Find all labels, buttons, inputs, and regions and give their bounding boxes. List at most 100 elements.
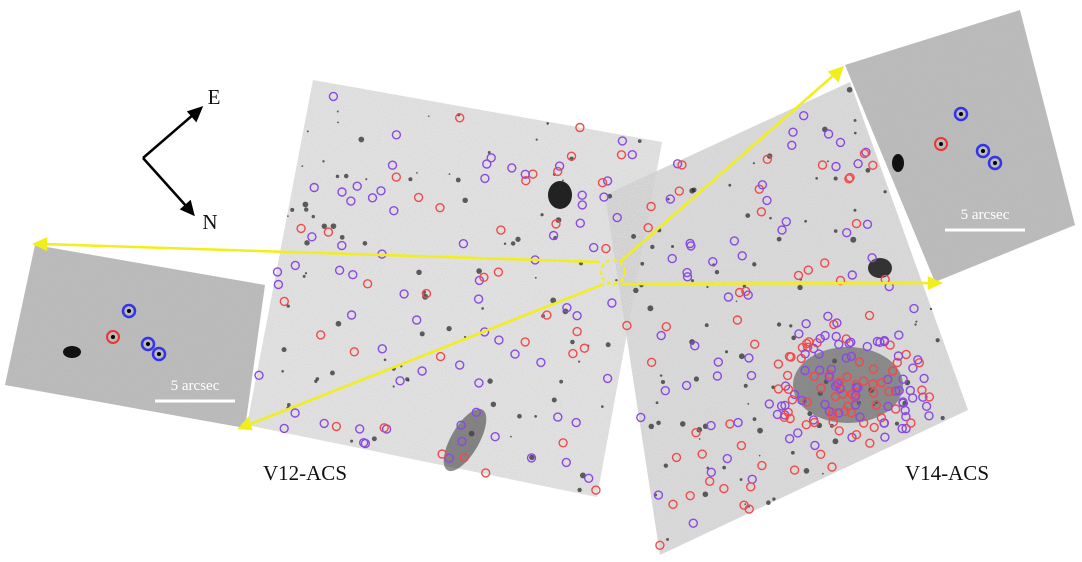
source-marker (737, 251, 747, 261)
source (752, 262, 757, 267)
source-marker (831, 161, 841, 172)
source (640, 261, 645, 266)
source-marker (473, 294, 484, 304)
source (481, 307, 484, 310)
source-marker (389, 205, 399, 216)
source (302, 201, 309, 208)
source-marker (323, 227, 334, 237)
source (322, 160, 325, 163)
source (358, 136, 365, 143)
source-marker (862, 341, 872, 352)
source-marker (456, 420, 466, 430)
source (416, 172, 418, 174)
source-marker (391, 172, 401, 182)
source (335, 320, 342, 327)
source (853, 118, 857, 122)
source (935, 338, 940, 343)
source-marker (309, 182, 319, 193)
source (637, 139, 642, 143)
source-marker (921, 401, 932, 411)
source-marker (789, 465, 800, 475)
star (868, 258, 892, 278)
source (850, 236, 857, 243)
star (892, 154, 904, 172)
source (455, 177, 461, 183)
source (490, 401, 497, 408)
source-marker (377, 344, 387, 354)
source-marker (459, 452, 469, 463)
source-marker (653, 490, 664, 500)
source-marker (757, 180, 768, 190)
source-marker (435, 202, 445, 213)
source-marker (690, 341, 700, 351)
source-marker (337, 187, 347, 197)
source-marker (877, 378, 887, 388)
source-marker (853, 158, 863, 169)
source (776, 236, 782, 242)
source-marker (744, 504, 754, 514)
source-marker (832, 379, 843, 389)
source-marker (820, 330, 830, 341)
source-marker (413, 192, 424, 203)
source-marker (868, 364, 879, 374)
source-marker (561, 457, 571, 468)
source-marker (672, 159, 683, 169)
source-marker (674, 186, 684, 196)
source-marker (496, 225, 506, 235)
source-marker (346, 310, 357, 320)
source (534, 415, 537, 418)
source-marker (455, 360, 465, 370)
source (562, 179, 564, 182)
source (853, 208, 857, 212)
source-marker (859, 148, 870, 159)
inset-markers (106, 106, 1003, 362)
source-marker (536, 357, 546, 368)
source-marker (579, 343, 590, 353)
markers (254, 91, 935, 550)
source (739, 478, 743, 481)
source-marker (584, 473, 594, 483)
compass-east: E (208, 85, 221, 109)
source-marker (858, 376, 869, 386)
source-marker (893, 351, 904, 361)
galaxy (548, 181, 572, 209)
source-marker (850, 400, 861, 410)
source-marker (845, 172, 855, 183)
source (419, 331, 425, 337)
source (286, 403, 291, 407)
source (487, 151, 491, 154)
source-marker (888, 366, 898, 376)
source-marker (656, 330, 666, 341)
source-marker (482, 159, 492, 169)
source-marker (481, 468, 491, 478)
source-marker (685, 491, 695, 501)
source-marker (705, 476, 715, 486)
source-marker (892, 357, 902, 368)
source-marker (713, 357, 723, 367)
source-marker (457, 436, 467, 447)
source (714, 269, 720, 275)
source-marker (387, 160, 398, 170)
source-marker (376, 186, 386, 196)
source-marker (744, 353, 754, 363)
source-marker (362, 279, 373, 289)
source-marker (750, 339, 760, 349)
source (797, 284, 803, 291)
source-marker (799, 110, 809, 121)
source-marker (691, 428, 701, 438)
source-marker (854, 357, 865, 367)
source-marker (480, 173, 490, 184)
source-marker (254, 370, 264, 380)
source (776, 322, 782, 327)
source-marker (736, 440, 747, 451)
source (559, 379, 564, 384)
source (350, 439, 354, 443)
source-marker (571, 417, 581, 428)
source (929, 307, 933, 311)
source-marker (777, 225, 787, 235)
source-marker (435, 351, 446, 362)
source-marker (685, 238, 695, 249)
source-marker (589, 242, 599, 253)
source (832, 438, 839, 445)
